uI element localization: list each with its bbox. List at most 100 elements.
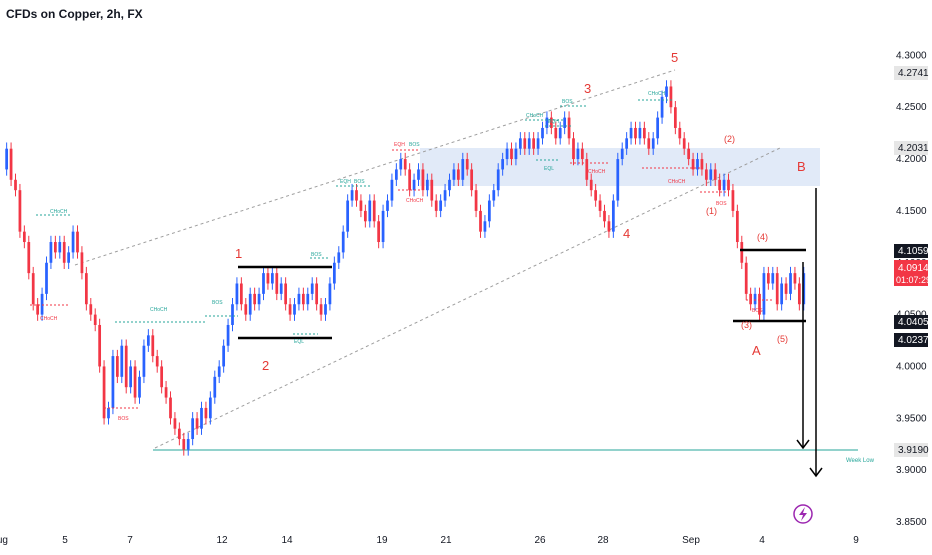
subwave-label-4: (4) — [757, 232, 768, 242]
candle-down — [372, 200, 376, 222]
candle-up — [563, 117, 567, 128]
candle-up — [381, 210, 385, 243]
candle-up — [496, 169, 500, 191]
candles-group — [5, 80, 806, 456]
candle-down — [589, 179, 593, 191]
price-tags: 4.2741 4.2031 4.1059 4.0914 01:07:29 4.0… — [894, 66, 931, 457]
candle-down — [793, 273, 797, 284]
candle-up — [67, 252, 71, 263]
candle-down — [31, 273, 35, 305]
candle-down — [456, 169, 460, 180]
time-axis[interactable]: Aug 5 7 12 14 19 21 26 28 Sep 4 9 — [0, 535, 859, 546]
wave-label-1: 1 — [235, 246, 242, 261]
candle-up — [226, 324, 230, 346]
candle-down — [301, 293, 305, 305]
candle-up — [208, 397, 212, 419]
candle-up — [191, 418, 195, 440]
candle-down — [687, 148, 691, 160]
candle-down — [89, 304, 93, 315]
candle-down — [700, 159, 704, 170]
candle-up — [443, 190, 447, 201]
candle-down — [580, 148, 584, 160]
candle-down — [727, 179, 730, 191]
candle-up — [129, 366, 133, 388]
candle-down — [315, 283, 319, 305]
arrow-long-head — [809, 467, 823, 478]
price-tag-40237-bg — [894, 333, 928, 347]
supply-zone — [420, 148, 820, 186]
candle-down — [594, 190, 598, 201]
candle-up — [120, 345, 124, 377]
candle-up — [638, 127, 642, 139]
arrow-short-head — [796, 439, 810, 450]
bos-label-7: BOS — [716, 201, 727, 207]
candle-up — [780, 283, 784, 305]
candle-down — [572, 138, 575, 160]
candle-down — [797, 283, 801, 305]
candle-up — [40, 293, 44, 315]
eql-label-1: EQL — [294, 339, 304, 345]
candle-down — [403, 159, 407, 170]
candle-up — [501, 159, 505, 170]
candle-down — [740, 242, 744, 263]
candle-up — [279, 283, 283, 294]
candle-down — [160, 366, 164, 388]
candle-down — [735, 210, 739, 243]
candle-up — [483, 221, 487, 232]
candle-down — [319, 304, 323, 315]
candle-down — [53, 242, 57, 253]
subwave-label-5: (5) — [777, 334, 788, 344]
candle-down — [253, 293, 257, 305]
choch-label-4: CHoCH — [406, 198, 424, 204]
candle-down — [682, 138, 686, 149]
price-tag-41059-bg — [894, 244, 928, 258]
x-tick-label: 12 — [216, 535, 228, 546]
candle-down — [18, 190, 22, 232]
candle-up — [262, 273, 265, 294]
candle-down — [607, 221, 611, 232]
candle-up — [696, 159, 699, 170]
choch-label-3: CHoCH — [150, 307, 168, 313]
candle-down — [377, 221, 381, 243]
wave-label-3: 3 — [584, 81, 591, 96]
bos-label-4: BOS — [354, 179, 365, 185]
candle-down — [62, 242, 66, 263]
candle-down — [669, 86, 673, 108]
price-tag-42031-bg — [894, 141, 928, 155]
candle-down — [102, 366, 106, 419]
candle-down — [744, 262, 748, 294]
candle-down — [115, 356, 119, 377]
candle-up — [620, 148, 624, 160]
bos-label-3: BOS — [311, 252, 322, 258]
candle-down — [355, 190, 358, 201]
candle-down — [36, 304, 40, 315]
candle-up — [138, 376, 141, 398]
lightning-icon[interactable] — [793, 504, 813, 524]
candle-up — [186, 439, 190, 450]
candle-down — [9, 148, 13, 180]
candle-up — [222, 345, 226, 367]
candle-up — [514, 148, 518, 160]
candle-down — [549, 117, 553, 128]
y-tick-label: 4.2500 — [896, 102, 927, 113]
x-tick-label: Aug — [0, 535, 8, 546]
candle-down — [27, 242, 31, 274]
candle-down — [567, 117, 571, 139]
candle-up — [337, 252, 341, 263]
candle-up — [417, 169, 420, 180]
candle-up — [399, 159, 403, 170]
price-tag-42741: 4.2741 — [898, 68, 929, 79]
candle-down — [239, 283, 243, 305]
price-tag-current: 4.0914 — [898, 263, 929, 274]
candle-down — [474, 190, 478, 211]
candle-down — [758, 293, 761, 315]
candle-up — [656, 117, 660, 139]
x-tick-label: 9 — [853, 535, 859, 546]
y-tick-label: 3.9000 — [896, 465, 927, 476]
x-tick-label: 21 — [440, 535, 452, 546]
candle-down — [634, 127, 637, 139]
candle-up — [306, 293, 310, 305]
candle-down — [704, 169, 708, 180]
x-tick-label: 14 — [281, 535, 293, 546]
